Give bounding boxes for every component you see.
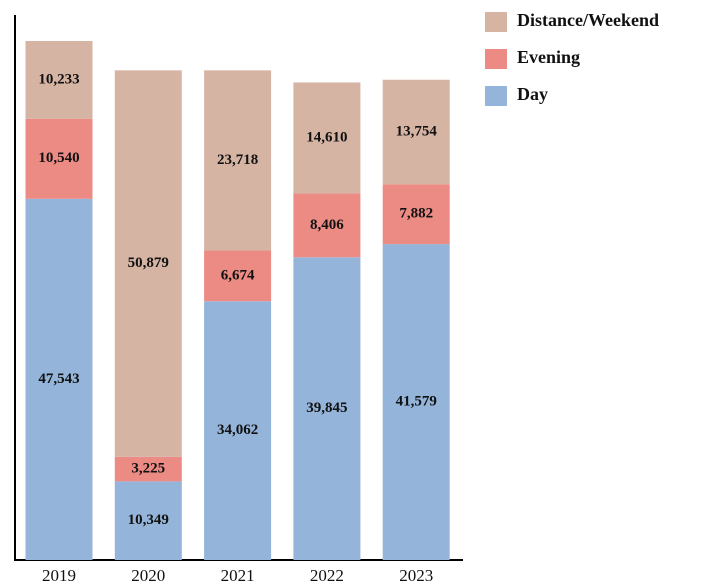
bar-segment [382, 79, 450, 185]
bar-segment [293, 193, 361, 258]
bar-segment [25, 41, 93, 119]
data-label: 14,610 [306, 129, 347, 145]
legend-label: Evening [517, 47, 580, 67]
data-label: 34,062 [217, 422, 258, 438]
data-label: 6,674 [221, 267, 255, 283]
x-tick-label: 2019 [42, 566, 76, 585]
data-label: 10,540 [38, 150, 79, 166]
data-label: 3,225 [131, 461, 165, 477]
data-label: 8,406 [310, 217, 344, 233]
legend-swatch [485, 86, 507, 106]
bar-segment [204, 250, 272, 302]
bar-segment [25, 198, 93, 561]
data-label: 39,845 [306, 400, 347, 416]
bar-segment [204, 70, 272, 251]
bar-segment [25, 118, 93, 199]
data-label: 7,882 [399, 206, 433, 222]
legend-swatch [485, 49, 507, 69]
x-tick-label: 2021 [221, 566, 255, 585]
x-tick-label: 2023 [399, 566, 433, 585]
bar-segment [204, 301, 272, 560]
data-label: 50,879 [128, 255, 169, 271]
data-label: 13,754 [396, 123, 438, 139]
data-label: 10,349 [128, 512, 169, 528]
bar-segment [382, 184, 450, 245]
legend-swatch [485, 12, 507, 32]
data-label: 10,233 [38, 71, 79, 87]
bar-segment [382, 244, 450, 560]
bar-segment [114, 70, 182, 457]
bar-segment [293, 82, 361, 194]
legend-label: Distance/Weekend [517, 10, 659, 30]
bar-segment [114, 456, 182, 482]
x-tick-label: 2022 [310, 566, 344, 585]
data-label: 47,543 [38, 371, 79, 387]
bar-segment [293, 257, 361, 560]
data-label: 23,718 [217, 152, 258, 168]
legend-label: Day [517, 84, 548, 104]
bar-segment [114, 481, 182, 560]
data-label: 41,579 [396, 393, 437, 409]
x-tick-label: 2020 [131, 566, 165, 585]
